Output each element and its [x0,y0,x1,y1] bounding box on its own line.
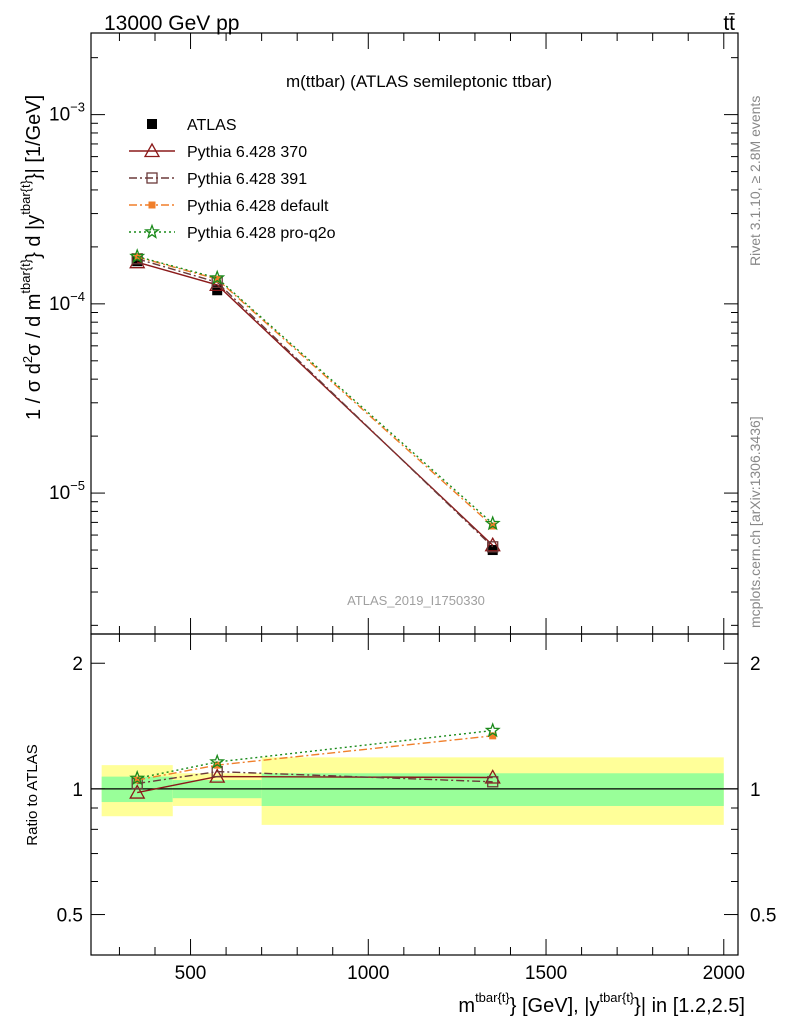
ratio-y-tick-label-right: 0.5 [750,906,776,927]
ratio-point [133,776,141,784]
data-point [484,515,501,531]
mcplots-label: mcplots.cern.ch [arXiv:1306.3436] [747,416,763,628]
legend-label: Pythia 6.428 391 [187,171,307,188]
series-atlas [132,256,498,556]
y-tick-label: 10−4 [49,289,85,315]
legend-entry: ATLAS [147,117,237,134]
legend-label: ATLAS [187,117,237,134]
legend-entry: Pythia 6.428 370 [129,142,307,161]
x-tick-label: 500 [175,963,207,984]
data-point [487,545,498,556]
x-axis-label: mtbar{t}} [GeV], |ytbar{t}}| in [1.2,2.5… [458,990,745,1017]
series-pythia-6-428-pro-q2o [129,248,501,531]
y-tick-label: 10−5 [49,478,85,504]
main-title: m(ttbar) (ATLAS semileptonic ttbar) [286,72,552,91]
rivet-label: Rivet 3.1.10, ≥ 2.8M events [747,96,763,266]
ratio-point [209,753,226,769]
ratio-y-tick-label-left: 2 [72,654,83,675]
ratio-point [484,722,501,738]
ratio-y-tick-label-left: 1 [72,780,83,801]
data-point [129,248,146,264]
data-point [209,269,226,285]
ratio-point [489,732,497,740]
energy-label: 13000 GeV pp [104,12,239,35]
legend-marker [147,119,157,129]
ratio-panel: 0.5 0.5 1 1 2 2 500 1000 1500 2000 Ratio to ATLA… [24,633,776,1017]
series-line-pythia-6-428-391 [137,258,494,548]
ratio-point [209,768,226,783]
ratio-line-pythia-6-428-pro-q2o [137,729,493,779]
analysis-watermark: ATLAS_2019_I1750330 [347,593,485,608]
legend-marker [143,142,161,158]
x-tick-label: 2000 [703,963,745,984]
series-line-pythia-6-428-370 [137,261,494,546]
data-point [213,275,221,283]
ratio-y-axis-label: Ratio to ATLAS [24,744,41,845]
data-point [209,276,226,292]
series-pythia-6-428-391 [131,253,499,553]
ratio-frame [90,633,739,956]
process-label: tt̄ [723,12,735,35]
legend-label: Pythia 6.428 370 [187,144,307,161]
data-point [132,256,143,267]
legend-marker [148,201,156,209]
main-panel: 10−5 10−4 10−3 m(ttbar) (ATLAS semileptoni… [18,32,739,635]
legend-entry: Pythia 6.428 pro-q2o [129,223,336,242]
ratio-y-tick-label-right: 1 [750,780,761,801]
stat-uncertainty-band [261,773,724,806]
ratio-series-pythia-6-428-pro-q2o [129,722,501,786]
x-tick-label: 1500 [525,963,567,984]
legend-entry: Pythia 6.428 default [129,198,329,215]
ratio-y-tick-label-left: 0.5 [57,906,83,927]
ratio-y-tick-label-right: 2 [750,654,761,675]
series-pythia-6-428-370 [129,253,501,552]
series-line-pythia-6-428-default [137,256,494,527]
ratio-line-pythia-6-428-391 [137,770,493,785]
ratio-point [129,784,146,799]
data-point [484,536,501,552]
legend-marker [146,172,158,184]
y-tick-label: 10−3 [49,100,85,126]
legend: ATLAS Pythia 6.428 370 Pythia 6.428 391 Pyt… [129,117,336,242]
series-line-pythia-6-428-pro-q2o [137,255,494,525]
ratio-point [129,769,146,786]
data-point [487,541,499,553]
main-y-axis-label: 1 / σ d2σ / d mtbar{t}} d |ytbar{t}}| [1… [18,95,45,420]
ratio-point [487,776,499,788]
legend-label: Pythia 6.428 default [187,198,329,215]
series-pythia-6-428-default [133,253,497,530]
legend-entry: Pythia 6.428 391 [129,171,307,188]
legend-marker [144,223,160,239]
x-tick-label: 1000 [347,963,389,984]
legend-label: Pythia 6.428 pro-q2o [187,225,336,242]
